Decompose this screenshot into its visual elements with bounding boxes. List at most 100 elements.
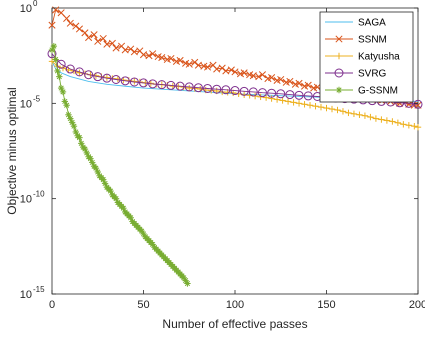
y-tick-label: 10	[20, 98, 32, 110]
legend-marker	[335, 52, 343, 60]
data-point-svrg	[93, 72, 103, 82]
data-point-ssnm	[213, 65, 221, 73]
y-tick-label: 10	[20, 194, 32, 206]
legend-box	[319, 11, 414, 103]
data-point-ssnm	[167, 54, 175, 63]
data-point-ssnm	[194, 61, 202, 69]
legend-item-ssnm: SSNM	[325, 35, 387, 46]
data-point-katyusha	[301, 101, 308, 108]
data-point-svrg	[56, 59, 66, 69]
legend-item-g-ssnm: G-SSNM	[325, 86, 398, 97]
data-point-katyusha	[411, 123, 418, 130]
data-point-katyusha	[400, 121, 407, 128]
data-point-svrg	[65, 64, 75, 74]
data-point-ssnm	[99, 34, 107, 43]
data-point-katyusha	[414, 123, 422, 131]
y-axis-title: Objective minus optimal	[5, 87, 19, 214]
data-point-katyusha	[378, 116, 385, 123]
data-point-katyusha	[284, 98, 292, 105]
data-point-ssnm	[121, 46, 129, 54]
data-point-ssnm	[139, 51, 148, 59]
data-point-svrg	[413, 99, 423, 109]
data-point-ssnm	[191, 58, 199, 66]
data-point-katyusha	[317, 103, 325, 111]
legend-marker	[335, 35, 343, 43]
y-tick-label-exponent: -15	[33, 285, 45, 294]
data-point-katyusha	[273, 96, 281, 103]
x-tick-label: 50	[137, 299, 149, 311]
y-tick-label-exponent: -5	[33, 94, 41, 103]
x-axis-title: Number of effective passes	[162, 317, 307, 331]
x-tick-label: 100	[226, 299, 244, 311]
data-point-ssnm	[203, 63, 212, 71]
data-point-ssnm	[268, 74, 276, 82]
data-point-katyusha	[372, 115, 380, 122]
x-tick-label: 150	[317, 299, 335, 311]
data-point-ssnm	[72, 22, 80, 30]
data-point-svrg	[276, 89, 286, 99]
data-point-katyusha	[268, 95, 275, 102]
data-point-svrg	[184, 82, 194, 92]
data-point-svrg	[148, 79, 158, 89]
data-point-svrg	[120, 76, 130, 86]
data-point-ssnm	[94, 37, 102, 45]
data-point-katyusha	[345, 109, 352, 117]
legend-label: SSNM	[358, 35, 387, 46]
data-point-svrg	[166, 80, 176, 90]
data-point-g-ssnm	[70, 123, 78, 130]
data-point-g-ssnm	[184, 280, 191, 287]
data-point-svrg	[257, 88, 267, 98]
data-point-ssnm	[286, 77, 294, 85]
data-point-ssnm	[103, 40, 111, 48]
data-point-ssnm	[222, 67, 230, 75]
data-point-katyusha	[339, 108, 347, 115]
legend-label: G-SSNM	[358, 86, 398, 97]
legend-label: Katyusha	[358, 52, 400, 63]
data-point-katyusha	[350, 110, 358, 118]
data-point-ssnm	[66, 19, 74, 27]
data-point-katyusha	[323, 104, 330, 112]
data-point-ssnm	[176, 56, 184, 64]
data-point-ssnm	[145, 52, 153, 60]
data-point-ssnm	[112, 44, 120, 52]
data-point-g-ssnm	[50, 42, 58, 50]
legend-marker	[335, 86, 343, 94]
data-point-svrg	[248, 87, 258, 97]
data-point-ssnm	[127, 45, 135, 53]
data-point-svrg	[84, 70, 94, 80]
data-point-ssnm	[149, 50, 157, 58]
data-point-katyusha	[383, 117, 391, 124]
y-tick-label-exponent: 0	[33, 0, 38, 8]
data-point-katyusha	[394, 119, 402, 126]
legend: SAGA SSNM Katyusha SVRG G-SSNM	[319, 11, 414, 103]
data-point-svrg	[285, 90, 295, 100]
data-point-ssnm	[81, 29, 89, 37]
data-point-ssnm	[130, 48, 138, 56]
data-point-svrg	[157, 80, 167, 90]
data-point-svrg	[111, 75, 121, 84]
data-point-ssnm	[85, 33, 93, 42]
data-point-katyusha	[389, 118, 396, 125]
y-tick-label-exponent: -10	[33, 190, 45, 199]
data-point-ssnm	[218, 64, 226, 72]
y-tick-label: 10	[20, 3, 32, 15]
data-point-svrg	[139, 78, 148, 88]
data-point-ssnm	[258, 71, 267, 79]
legend-item-saga: SAGA	[325, 18, 386, 29]
data-point-svrg	[129, 77, 139, 87]
data-point-ssnm	[277, 75, 285, 84]
data-point-svrg	[102, 73, 112, 83]
data-point-katyusha	[405, 122, 413, 129]
data-point-katyusha	[186, 84, 193, 92]
data-point-katyusha	[306, 102, 314, 109]
x-tick-label: 0	[49, 299, 55, 311]
data-point-ssnm	[57, 9, 65, 17]
data-point-svrg	[203, 83, 213, 93]
data-point-katyusha	[279, 97, 286, 104]
data-point-ssnm	[185, 60, 193, 68]
data-point-svrg	[221, 85, 231, 95]
data-point-katyusha	[356, 111, 363, 118]
data-point-katyusha	[328, 105, 336, 113]
data-point-ssnm	[90, 31, 98, 39]
